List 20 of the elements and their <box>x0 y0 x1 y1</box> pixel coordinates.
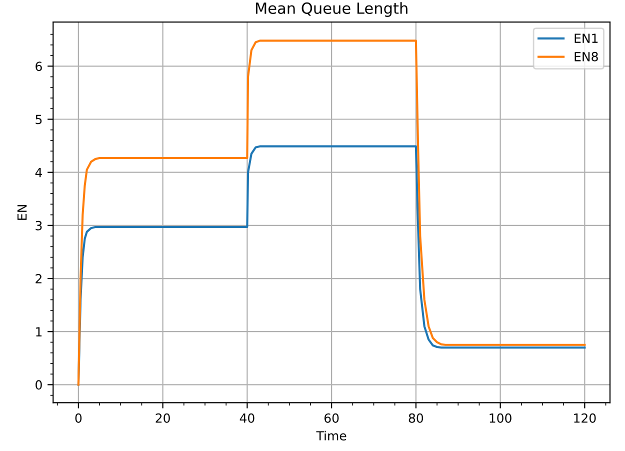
y-axis-title: EN <box>17 205 27 220</box>
y-tick-label: 6 <box>36 62 42 72</box>
line-series <box>77 145 586 386</box>
y-tick-label: 3 <box>36 220 42 230</box>
y-tick-label: 1 <box>36 327 42 336</box>
x-tick-label: 80 <box>408 413 424 423</box>
chart-title: Mean Queue Length <box>256 2 408 17</box>
y-tick-label: 4 <box>35 168 42 178</box>
y-tick-label: 5 <box>36 114 42 124</box>
x-tick-label: 120 <box>574 413 596 423</box>
y-tick-label: 0 <box>36 380 42 390</box>
legend-label: EN1 <box>574 34 598 43</box>
x-tick-label: 60 <box>324 413 339 423</box>
x-tick-label: 0 <box>75 413 82 423</box>
x-tick-label: 20 <box>156 413 170 423</box>
legend-label: EN8 <box>574 52 598 62</box>
x-tick-label: 40 <box>240 413 254 423</box>
x-tick-label: 100 <box>490 413 512 423</box>
x-axis-title: Time <box>316 430 346 440</box>
y-tick-label: 2 <box>36 274 42 284</box>
